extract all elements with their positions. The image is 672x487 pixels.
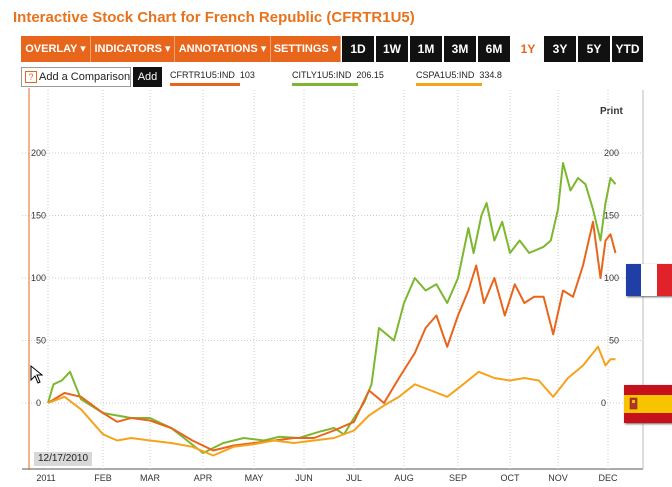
y-tick-label-right: 100 [604,273,619,283]
x-tick-label: APR [194,473,213,483]
legend-value: 334.8 [479,70,502,80]
legend-swatch [170,83,240,86]
add-comparison-button[interactable]: Add [133,67,162,87]
series-line-citly1u5-ind [47,162,617,454]
range-1y-button[interactable]: 1Y [512,36,544,62]
series-line-cfrtr1u5-ind [47,220,617,452]
spain-flag-icon[interactable] [624,385,672,423]
legend-label: CSPA1U5:IND [416,70,475,80]
y-tick-label-left: 150 [31,211,46,221]
range-1d-button[interactable]: 1D [342,36,374,62]
range-5y-button[interactable]: 5Y [578,36,610,62]
legend-swatch [292,83,358,86]
x-tick-label: JUL [346,473,362,483]
france-flag-icon[interactable] [626,264,672,296]
chart-series [47,162,617,457]
legend-item-cfrtr1u5[interactable]: CFRTR1U5:IND 103 [170,70,255,86]
settings-menu[interactable]: SETTINGS ▾ [271,36,341,62]
y-tick-label-right: 0 [601,398,606,408]
range-1w-button[interactable]: 1W [376,36,408,62]
legend-value: 103 [239,70,255,80]
y-tick-label-left: 50 [36,336,46,346]
range-ytd-button[interactable]: YTD [612,36,643,62]
overlay-menu[interactable]: OVERLAY ▾ [21,36,91,62]
x-tick-label: OCT [501,473,521,483]
indicators-menu[interactable]: INDICATORS ▾ [91,36,175,62]
y-tick-label-right: 150 [604,211,619,221]
x-tick-label: MAR [140,473,161,483]
comparison-placeholder: Add a Comparison [39,71,131,83]
add-comparison-input[interactable]: ? Add a Comparison [21,67,131,87]
page-title: Interactive Stock Chart for French Repub… [13,9,415,26]
range-6m-button[interactable]: 6M [478,36,510,62]
legend-item-citly1u5[interactable]: CITLY1U5:IND 206.15 [292,70,384,86]
chart-grid [22,90,644,470]
chart-axis-labels: 2011 FEB MAR APR MAY JUN JUL AUG SEP OCT NOV DEC 0 0 5… [31,148,619,483]
chart-toolbar: OVERLAY ▾ INDICATORS ▾ ANNOTATIONS ▾ SET… [21,36,643,62]
legend-label: CFRTR1U5:IND [170,70,235,80]
help-icon[interactable]: ? [25,71,37,84]
crosshair-date-badge: 12/17/2010 [34,452,92,466]
y-tick-label-left: 0 [36,398,41,408]
x-tick-label: NOV [548,473,568,483]
x-tick-label: DEC [598,473,618,483]
y-tick-label-right: 200 [604,148,619,158]
print-button[interactable]: Print [600,106,623,117]
y-tick-label-left: 100 [31,273,46,283]
series-line-cspa1u5-ind [47,345,616,457]
legend-value: 206.15 [356,70,384,80]
x-tick-label: FEB [94,473,112,483]
range-3m-button[interactable]: 3M [444,36,476,62]
x-tick-label: AUG [394,473,414,483]
x-tick-label: MAY [245,473,264,483]
x-tick-label: SEP [449,473,467,483]
annotations-menu[interactable]: ANNOTATIONS ▾ [175,36,271,62]
range-3y-button[interactable]: 3Y [544,36,576,62]
x-tick-label: JUN [295,473,313,483]
y-tick-label-right: 50 [609,336,619,346]
legend-swatch [416,83,482,86]
range-1m-button[interactable]: 1M [410,36,442,62]
legend-label: CITLY1U5:IND [292,70,352,80]
cursor-icon [30,364,44,384]
x-tick-label: 2011 [36,473,55,483]
legend-item-cspa1u5[interactable]: CSPA1U5:IND 334.8 [416,70,502,86]
y-tick-label-left: 200 [31,148,46,158]
